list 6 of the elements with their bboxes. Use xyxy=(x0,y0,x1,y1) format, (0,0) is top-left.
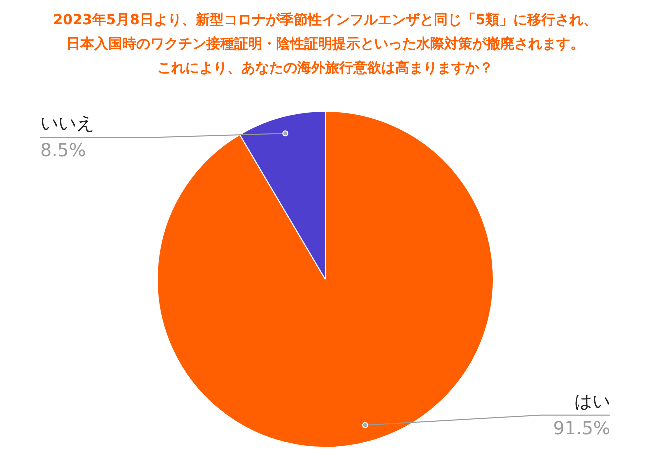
slice-label: はい xyxy=(574,391,610,412)
data-label: 91.5% xyxy=(553,418,611,440)
chart-title: 2023年5月8日より、新型コロナが季節性インフルエンザと同じ「5類」に移行され、日本入国時のワクチン接種証明・陰性証明提示といった水際対策が撤廃されます。 xyxy=(53,12,598,52)
data-label: 8.5% xyxy=(40,140,86,162)
chart-subtitle: これにより、あなたの海外旅行意欲は高まりますか？ xyxy=(158,60,494,76)
slice-label: いいえ xyxy=(40,114,94,135)
